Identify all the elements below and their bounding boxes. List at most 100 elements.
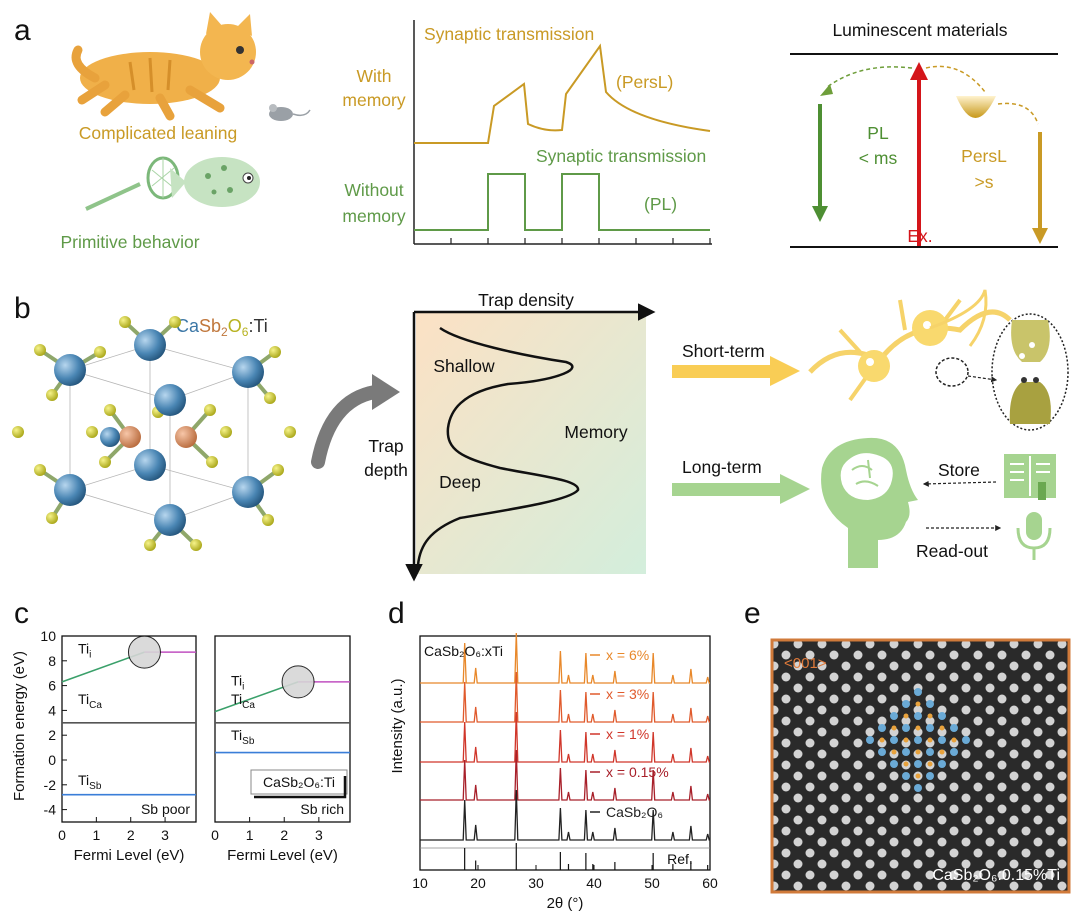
persl-time-line1: PersL — [961, 146, 1007, 166]
overlay-atom — [926, 772, 934, 780]
overlay-atom — [915, 725, 921, 731]
d-xlabel: 2θ (°) — [547, 895, 584, 912]
overlay-atom — [951, 737, 957, 743]
overlay-atom — [878, 724, 886, 732]
pl-time-line1: PL — [867, 123, 889, 143]
overlay-atom — [915, 749, 921, 755]
direction-label: <001> — [784, 655, 827, 672]
overlay-atom — [927, 713, 933, 719]
c-ylabel: Formation energy (eV) — [11, 651, 28, 801]
panel-b-label: b — [14, 292, 31, 325]
overlay-atom — [927, 737, 933, 743]
pl-label: (PL) — [644, 194, 677, 214]
d-pattern-line — [420, 749, 710, 801]
c-label-ti: Tii — [231, 673, 244, 693]
c-ytick-label: 10 — [40, 628, 56, 644]
c-ytick-label: 0 — [48, 752, 56, 768]
atom-overlay — [866, 688, 970, 792]
trap-density-graph — [405, 303, 656, 582]
without-memory-line1: Without — [344, 180, 403, 200]
panel-e-label: e — [744, 597, 761, 630]
overlay-atom — [927, 761, 933, 767]
overlay-atom — [903, 737, 909, 743]
c-ytick-label: -2 — [44, 777, 57, 793]
d-pattern-line — [420, 789, 710, 841]
d-pattern-line — [420, 671, 710, 723]
panel-d-label: d — [388, 597, 405, 630]
stem-caption: CaSb₂O₆:0.15%Ti — [932, 867, 1060, 884]
c-condition-title: Sb poor — [141, 801, 190, 817]
overlay-atom — [962, 736, 970, 744]
c-xtick-label: 2 — [280, 827, 288, 843]
overlay-atom — [878, 748, 886, 756]
d-series-label: x = 3% — [606, 686, 649, 702]
d-pattern-line — [420, 632, 710, 684]
stem-image — [770, 638, 1071, 894]
c-label-ti: TiCa — [231, 691, 255, 711]
short-term-label: Short-term — [682, 341, 765, 361]
trap-depth-line1: Trap — [368, 436, 403, 456]
long-term-arrow-head — [780, 474, 810, 504]
d-series-label: x = 1% — [606, 726, 649, 742]
with-memory-line2: memory — [342, 90, 405, 110]
c-ytick-label: 4 — [48, 702, 56, 718]
overlay-atom — [866, 736, 874, 744]
trap-depth-line2: depth — [364, 460, 408, 480]
overlay-atom — [914, 688, 922, 696]
c-transition-circle — [281, 665, 315, 699]
luminescent-title: Luminescent materials — [832, 20, 1007, 40]
c-label-ti: Tii — [78, 640, 91, 660]
overlay-atom — [939, 725, 945, 731]
c-label-ti: TiSb — [231, 727, 255, 747]
c-xtick-label: 1 — [246, 827, 254, 843]
with-memory-line1: With — [357, 66, 392, 86]
d-xtick-label: 60 — [702, 875, 718, 891]
overlay-atom — [891, 725, 897, 731]
crystal-structure — [12, 316, 296, 551]
pl-time-line2: < ms — [859, 148, 898, 168]
curved-arrow-head — [372, 374, 400, 410]
short-term-arrow — [672, 365, 772, 378]
c-ytick-label: 8 — [48, 653, 56, 669]
curved-arrow — [311, 385, 382, 469]
d-xtick-label: 20 — [470, 875, 486, 891]
c-xtick-label: 0 — [58, 827, 66, 843]
overlay-atom — [902, 724, 910, 732]
synaptic-bottom-text: Synaptic transmission — [536, 146, 706, 166]
d-ylabel: Intensity (a.u.) — [389, 678, 406, 773]
panel-a-label: a — [14, 14, 31, 47]
xrd-plot: x = 6% x = 3% x = 1% x = 0.15% CaSb₂O₆ Ref. 10… — [412, 632, 718, 912]
deep-label: Deep — [439, 472, 481, 492]
overlay-atom — [915, 701, 921, 707]
c-transition-circle — [127, 635, 161, 669]
overlay-atom — [950, 724, 958, 732]
overlay-atom — [903, 761, 909, 767]
d-ref-label: Ref. — [667, 851, 693, 867]
d-series-label: x = 0.15% — [606, 764, 669, 780]
c-condition-title: Sb rich — [300, 801, 344, 817]
overlay-atom — [938, 760, 946, 768]
store-label: Store — [938, 460, 980, 480]
primitive-behavior-text: Primitive behavior — [60, 232, 199, 252]
trap-density-label: Trap density — [478, 290, 574, 310]
d-formula: CaSb₂O₆:xTi — [424, 643, 503, 659]
overlay-atom — [926, 748, 934, 756]
d-xtick-label: 50 — [644, 875, 660, 891]
c-frame — [61, 635, 197, 823]
c-xlabel: Fermi Level (eV) — [227, 847, 338, 864]
readout-label: Read-out — [916, 541, 988, 561]
shallow-label: Shallow — [433, 356, 495, 376]
c-legend-text: CaSb₂O₆:Ti — [263, 774, 335, 790]
without-memory-line2: memory — [342, 206, 405, 226]
overlay-atom — [902, 748, 910, 756]
c-xtick-label: 2 — [127, 827, 135, 843]
synaptic-plot — [413, 20, 712, 245]
excitation-label: Ex. — [907, 226, 932, 246]
d-frame — [419, 635, 711, 871]
neuron-illustration — [808, 289, 1069, 431]
overlay-atom — [914, 760, 922, 768]
persl-time-line2: >s — [975, 172, 994, 192]
overlay-atom — [879, 737, 885, 743]
